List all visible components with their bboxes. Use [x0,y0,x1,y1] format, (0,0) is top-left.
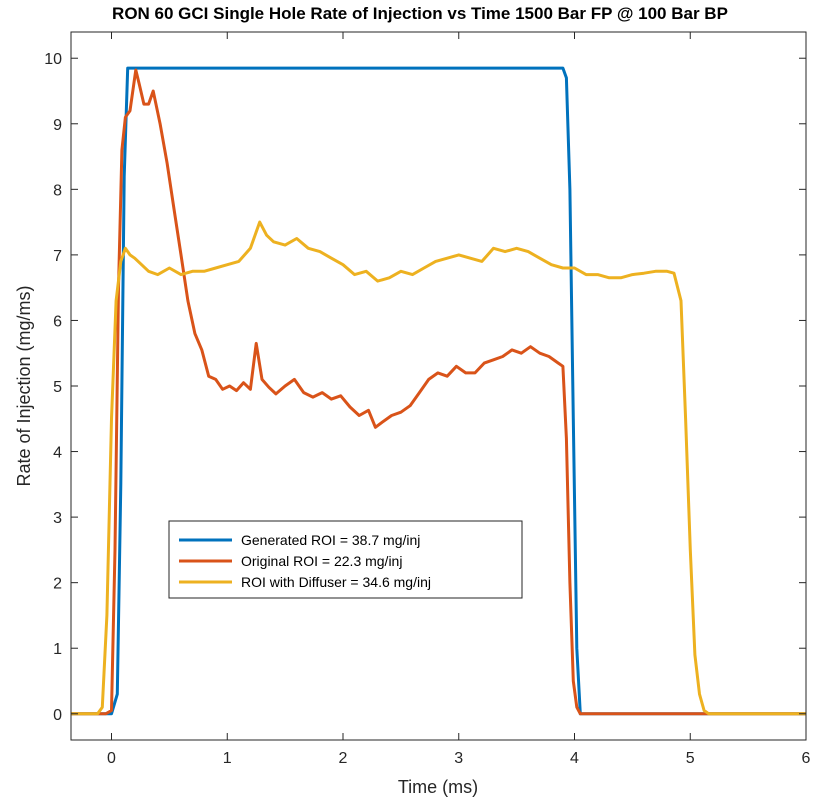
y-tick-label: 10 [44,51,62,68]
y-tick-label: 7 [53,248,62,265]
chart-title: RON 60 GCI Single Hole Rate of Injection… [112,4,728,23]
x-tick-label: 4 [570,750,579,767]
x-axis: 0 1 2 3 4 5 6 [107,32,811,767]
x-tick-label: 5 [686,750,695,767]
legend-label-1: Generated ROI = 38.7 mg/inj [241,532,420,548]
x-tick-label: 0 [107,750,116,767]
legend: Generated ROI = 38.7 mg/inj Original ROI … [168,520,523,599]
y-tick-label: 3 [53,510,62,527]
y-axis-label: Rate of Injection (mg/ms) [14,285,34,486]
x-tick-label: 2 [339,750,348,767]
x-tick-label: 1 [223,750,232,767]
y-tick-label: 0 [53,707,62,724]
y-tick-label: 2 [53,576,62,593]
x-axis-label: Time (ms) [398,777,478,797]
x-tick-label: 3 [454,750,463,767]
y-tick-label: 4 [53,445,62,462]
series-line-1 [71,66,806,716]
x-tick-label: 6 [802,750,811,767]
legend-label-3: ROI with Diffuser = 34.6 mg/inj [241,574,431,590]
y-tick-label: 6 [53,313,62,330]
series-layer [71,66,806,716]
y-axis: 0 1 2 3 4 5 6 7 8 9 10 [44,51,806,724]
y-tick-label: 1 [53,641,62,658]
series-line-2 [71,68,806,716]
y-tick-label: 9 [53,117,62,134]
y-tick-label: 5 [53,379,62,396]
legend-label-2: Original ROI = 22.3 mg/inj [241,553,402,569]
y-tick-label: 8 [53,182,62,199]
series-line-3 [71,220,806,716]
plot-area-frame [70,31,807,741]
